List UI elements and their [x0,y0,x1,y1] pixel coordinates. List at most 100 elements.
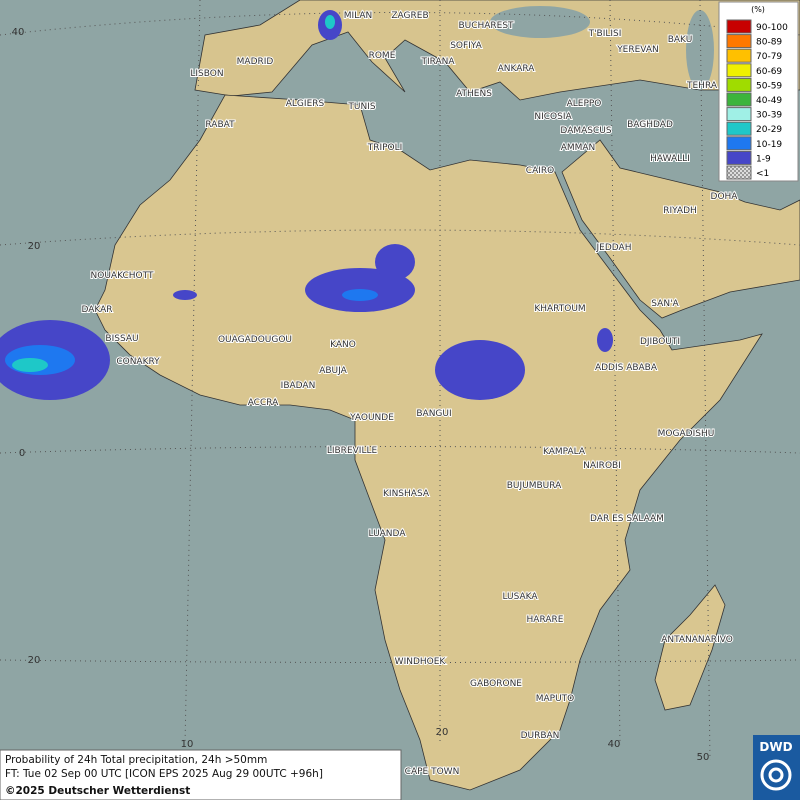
graticule-label: 40 [608,739,621,750]
graticule-label: 50 [697,752,710,763]
city-label: BUCHAREST [458,21,514,31]
city-label: TRIPOLI [367,143,403,153]
legend-label: 30-39 [756,111,782,121]
madagascar [654,584,726,711]
city-label: JEDDAH [596,243,632,253]
graticule-label: 0 [19,448,25,459]
city-label: KAMPALA [543,447,586,457]
city-label: MADRID [237,57,274,67]
logo-swirl [768,767,784,783]
city-label: RABAT [205,120,235,130]
legend-swatch [726,63,752,78]
graticule-label: 10 [181,739,194,750]
city-label: BAGHDAD [627,120,673,130]
legend-label: 50-59 [756,81,782,91]
legend-label: 90-100 [756,23,788,33]
legend-label: 60-69 [756,67,782,77]
city-label: ADDIS ABABA [595,363,658,373]
city-label: MOGADISHU [658,429,715,439]
legend-swatch [726,77,752,92]
city-label: CONAKRY [116,357,160,367]
legend-swatch [726,121,752,136]
city-label: NICOSIA [534,112,572,122]
city-label: RIYADH [663,206,697,216]
legend-label: <1 [756,169,769,179]
legend-swatch [726,48,752,63]
city-label: ACCRA [248,398,279,408]
city-label: WINDHOEK [395,657,447,667]
city-label: AMMAN [561,143,596,153]
city-label: KINSHASA [383,489,430,499]
legend-label: 20-29 [756,125,782,135]
city-label: YAOUNDE [349,413,394,423]
logo-swirl [760,759,792,791]
info-box [0,749,402,801]
caspian-sea [686,10,714,90]
city-label: LUANDA [369,529,407,539]
city-label: KANO [330,340,356,350]
graticule-label: 20 [28,655,41,666]
graticule-label: 40 [12,27,25,38]
legend-swatch [726,19,752,34]
legend-swatch [726,107,752,122]
city-label: ROME [369,51,396,61]
legend-label: 80-89 [756,38,782,48]
city-label: HAWALLI [650,154,690,164]
legend-label: 40-49 [756,96,782,106]
graticule-label: 20 [28,241,41,252]
city-label: ATHENS [456,89,492,99]
city-label: MILAN [344,11,373,21]
legend-label: 70-79 [756,52,782,62]
city-label: ZAGREB [391,11,428,21]
city-label: KHARTOUM [534,304,585,314]
legend-title: (%) [751,5,765,14]
legend-swatch [726,165,752,180]
city-label: CAIRO [526,166,554,176]
city-label: HARARE [527,615,564,625]
info-line: FT: Tue 02 Sep 00 UTC [ICON EPS 2025 Aug… [5,768,323,780]
city-label: SOFIYA [450,41,482,51]
city-label: BISSAU [105,334,138,344]
city-label: DJIBOUTI [640,337,680,347]
info-line: ©2025 Deutscher Wetterdienst [5,785,190,797]
city-label: IBADAN [281,381,316,391]
city-label: ALGIERS [286,99,325,109]
graticule [0,0,800,761]
city-label: DAMASCUS [560,126,611,136]
graticule-label: 20 [436,727,449,738]
legend-swatch [726,136,752,151]
city-label: LISBON [190,69,223,79]
city-label: YEREVAN [616,45,659,55]
legend-label: 1-9 [756,154,771,164]
city-label: DURBAN [521,731,560,741]
city-label: LIBREVILLE [327,446,378,456]
city-label: BUJUMBURA [507,481,562,491]
city-label: BAKU [668,35,693,45]
city-label: TUNIS [347,102,375,112]
city-label: BANGUI [416,409,451,419]
arabia [561,139,800,319]
legend-label: 10-19 [756,140,782,150]
city-label: T'BILISI [588,29,622,39]
city-label: SAN'A [651,299,679,309]
city-label: NOUAKCHOTT [91,271,154,281]
city-label: DOHA [711,192,739,202]
city-label: MAPUTO [536,694,575,704]
precipitation [0,10,613,400]
city-label: DAKAR [81,305,112,315]
info-line: Probability of 24h Total precipitation, … [5,754,267,766]
city-label: GABORONE [470,679,522,689]
city-label: ANTANANARIVO [661,635,733,645]
city-label: OUAGADOUGOU [218,335,292,345]
city-label: LUSAKA [502,592,538,602]
logo-text: DWD [759,740,792,754]
city-label: DAR ES SALAAM [590,514,664,524]
legend-swatch [726,150,752,165]
city-label: NAIROBI [583,461,621,471]
legend-swatch [726,34,752,49]
city-label: ABUJA [319,366,347,376]
city-label: TIRANA [420,57,455,67]
africa [94,94,763,791]
city-label: ANKARA [498,64,536,74]
